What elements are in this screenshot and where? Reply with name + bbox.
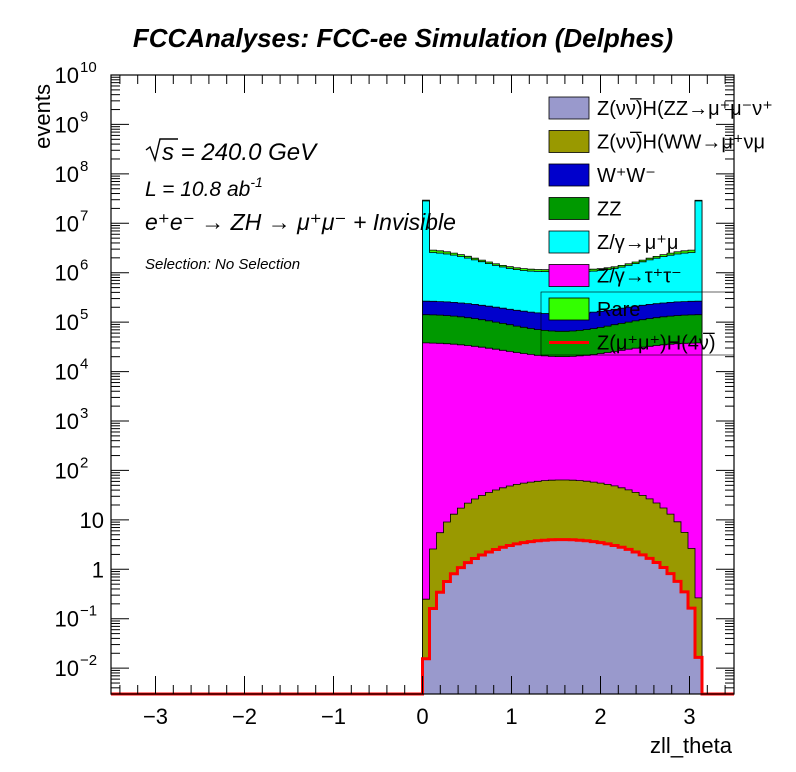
lumi-main: L = 10.8 ab bbox=[145, 178, 251, 201]
y-tick-exponent: 7 bbox=[80, 207, 88, 224]
lumi-text: L = 10.8 ab-1 bbox=[145, 174, 263, 201]
x-tick-label: −3 bbox=[143, 704, 168, 729]
y-axis-label: events bbox=[30, 84, 55, 149]
legend-frame bbox=[540, 291, 735, 356]
y-tick-label: 10 bbox=[80, 508, 104, 533]
x-tick-label: 1 bbox=[505, 704, 517, 729]
legend-swatch bbox=[548, 163, 590, 187]
y-tick-exponent: 8 bbox=[80, 158, 88, 175]
x-tick-label: 3 bbox=[683, 704, 695, 729]
y-tick-label: 10 bbox=[55, 458, 79, 483]
y-tick-label: 10 bbox=[55, 162, 79, 187]
y-tick-label: 10 bbox=[55, 261, 79, 286]
y-tick-exponent: 2 bbox=[80, 454, 88, 471]
legend-swatch bbox=[548, 297, 590, 321]
legend-label: Z/γ→μ⁺μ bbox=[597, 232, 678, 254]
legend-swatch bbox=[548, 96, 590, 120]
legend-label: Z/γ→τ⁺τ⁻ bbox=[597, 266, 682, 288]
y-tick-label: 10 bbox=[55, 656, 79, 681]
y-tick-exponent: 6 bbox=[80, 257, 88, 274]
y-tick-label: 10 bbox=[55, 211, 79, 236]
y-tick-exponent: 3 bbox=[80, 405, 88, 422]
legend-swatch bbox=[548, 130, 590, 153]
y-tick-label: 1 bbox=[92, 557, 104, 582]
x-tick-label: 2 bbox=[594, 704, 606, 729]
x-axis-label: zll_theta bbox=[650, 733, 733, 758]
y-tick-label: 10 bbox=[55, 112, 79, 137]
lumi-exponent: -1 bbox=[250, 174, 262, 190]
legend-swatch bbox=[548, 264, 590, 287]
legend-swatch bbox=[548, 197, 590, 220]
chart-title: FCCAnalyses: FCC-ee Simulation (Delphes) bbox=[133, 23, 673, 53]
y-tick-label: 10 bbox=[55, 360, 79, 385]
y-tick-label: 10 bbox=[55, 63, 79, 88]
y-tick-exponent: 5 bbox=[80, 306, 88, 323]
y-tick-exponent: 10 bbox=[80, 59, 97, 76]
legend-label: Z(νν̅)H(ZZ→μ⁺μ⁻ν⁺ bbox=[597, 97, 773, 120]
legend: Z(νν̅)H(ZZ→μ⁺μ⁻ν⁺ Z(νν̅)H(WW→μ⁺νμ W⁺W⁻ ZZ Z/… bbox=[540, 96, 773, 356]
y-tick-label: 10 bbox=[55, 409, 79, 434]
y-tick-exponent: 9 bbox=[80, 108, 88, 125]
legend-label: W⁺W⁻ bbox=[597, 165, 656, 187]
x-tick-label: −1 bbox=[321, 704, 346, 729]
signal-line bbox=[111, 538, 734, 696]
sqrt-symbol bbox=[145, 138, 178, 163]
legend-label: Z(νν̅)H(WW→μ⁺νμ bbox=[597, 131, 765, 154]
selection-text: Selection: No Selection bbox=[145, 256, 300, 273]
y-tick-exponent: −1 bbox=[80, 603, 97, 620]
legend-label: Rare bbox=[597, 299, 640, 321]
process-text: e⁺e⁻ → ZH → μ⁺μ⁻ + Invisible bbox=[145, 209, 456, 235]
annotation-sqrt-s: s = 240.0 GeV bbox=[145, 138, 318, 166]
x-tick-label: 0 bbox=[416, 704, 428, 729]
sqrt-s-text: s = 240.0 GeV bbox=[162, 139, 318, 166]
y-tick-exponent: −2 bbox=[80, 652, 97, 669]
legend-label: ZZ bbox=[597, 199, 621, 221]
y-tick-label: 10 bbox=[55, 607, 79, 632]
histogram-stack bbox=[422, 199, 703, 695]
signal-line-layer bbox=[111, 538, 734, 696]
y-tick-exponent: 4 bbox=[80, 356, 88, 373]
y-tick-label: 10 bbox=[55, 310, 79, 335]
x-tick-label: −2 bbox=[232, 704, 257, 729]
legend-swatch bbox=[548, 230, 590, 254]
legend-label: Z(μ⁺μ⁺)H(4ν̅) bbox=[597, 332, 716, 355]
